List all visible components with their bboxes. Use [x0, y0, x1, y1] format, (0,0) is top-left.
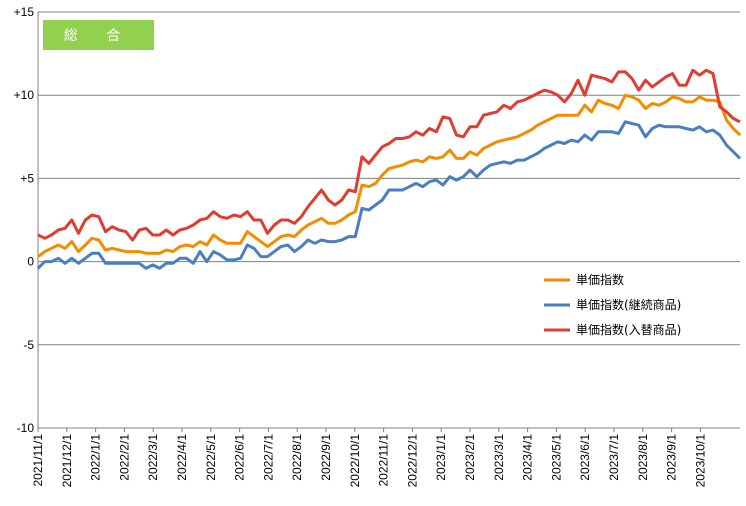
x-tick-label: 2023/1/1 — [434, 434, 448, 481]
x-tick-label: 2022/5/1 — [204, 434, 218, 481]
y-tick-label: 0 — [27, 255, 34, 269]
x-tick-label: 2022/10/1 — [348, 434, 362, 488]
x-tick-label: 2023/5/1 — [549, 434, 563, 481]
series-lines — [36, 68, 742, 270]
legend-label: 単価指数(継続商品) — [576, 297, 681, 312]
gridlines — [37, 11, 740, 429]
x-tick-label: 2022/7/1 — [261, 434, 275, 481]
x-tick-label: 2022/8/1 — [290, 434, 304, 481]
chart-title: 総 合 — [64, 28, 132, 44]
series-line-1 — [37, 93, 742, 258]
y-tick-label: -5 — [23, 338, 34, 352]
x-tick-label: 2022/6/1 — [233, 434, 247, 481]
x-tick-label: 2023/2/1 — [463, 434, 477, 481]
x-tick-label: 2022/4/1 — [175, 434, 189, 481]
chart-title-badge: 総 合 — [43, 20, 154, 50]
x-tick-label: 2021/11/1 — [31, 434, 45, 487]
x-tick-label: 2023/3/1 — [492, 434, 506, 481]
series-line-2 — [36, 120, 742, 270]
title-badge-background — [43, 20, 154, 50]
x-tick-label: 2022/12/1 — [405, 434, 419, 488]
x-tick-label: 2023/4/1 — [521, 434, 535, 481]
x-tick-label: 2022/9/1 — [319, 434, 333, 481]
y-tick-label: +15 — [14, 5, 35, 19]
x-tick-label: 2023/9/1 — [665, 434, 679, 481]
legend-label: 単価指数 — [576, 272, 624, 287]
x-tick-label: 2023/8/1 — [636, 434, 650, 481]
x-tick-label: 2022/3/1 — [146, 434, 160, 481]
x-tick-label: 2022/1/1 — [89, 434, 103, 481]
x-axis: 2021/11/1 2021/12/1 2022/1/1 2022/2/1 2022/3… — [31, 428, 707, 487]
y-tick-label: +5 — [20, 171, 34, 185]
y-tick-label: -10 — [17, 421, 35, 435]
x-tick-label: 2022/2/1 — [117, 434, 131, 481]
x-tick-label: 2021/12/1 — [60, 434, 74, 488]
legend-label: 単価指数(入替商品) — [576, 322, 681, 337]
x-tick-label: 2022/11/1 — [377, 434, 391, 487]
x-tick-label: 2023/6/1 — [578, 434, 592, 481]
x-tick-label: 2023/7/1 — [607, 434, 621, 481]
series-line-3 — [37, 68, 741, 242]
x-tick-label: 2023/10/1 — [693, 434, 707, 488]
y-axis: +15 +10 +5 0 -5 -10 — [14, 5, 35, 435]
y-tick-label: +10 — [14, 88, 35, 102]
